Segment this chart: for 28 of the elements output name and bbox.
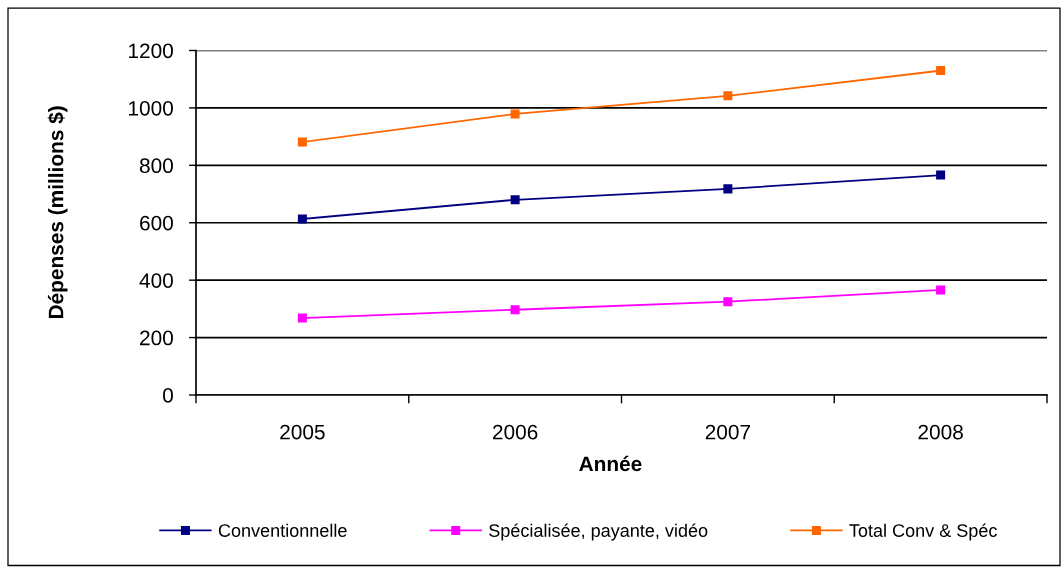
point: [936, 285, 946, 295]
point: [723, 184, 733, 194]
legend-label: Total Conv & Spéc: [849, 523, 997, 541]
x-tick-label: 2005: [280, 424, 325, 440]
point: [936, 170, 946, 180]
x-tick-label: 2007: [705, 424, 750, 440]
y-tick-label: 400: [139, 273, 173, 288]
x-tick-label: 2006: [493, 424, 538, 440]
point: [297, 214, 307, 224]
x-axis-title: Année: [579, 455, 642, 472]
point: [723, 297, 733, 307]
point: [297, 313, 307, 323]
legend-label: Spécialisée, payante, vidéo: [489, 523, 708, 541]
point: [936, 66, 946, 76]
y-tick-label: 200: [140, 330, 173, 346]
point: [510, 305, 520, 315]
legend-label: Conventionnelle: [218, 523, 347, 537]
point: [510, 195, 520, 205]
y-tick-label: 0: [163, 388, 173, 403]
point: [297, 137, 307, 147]
point: [510, 109, 520, 119]
y-tick-label: 800: [139, 158, 173, 174]
y-tick-label: 1200: [129, 43, 173, 59]
point: [723, 91, 733, 101]
x-tick-label: 2008: [918, 424, 963, 440]
y-tick-label: 600: [140, 215, 173, 231]
y-axis-title: Dépenses (millions $): [47, 106, 68, 319]
y-tick-label: 1000: [129, 100, 173, 116]
